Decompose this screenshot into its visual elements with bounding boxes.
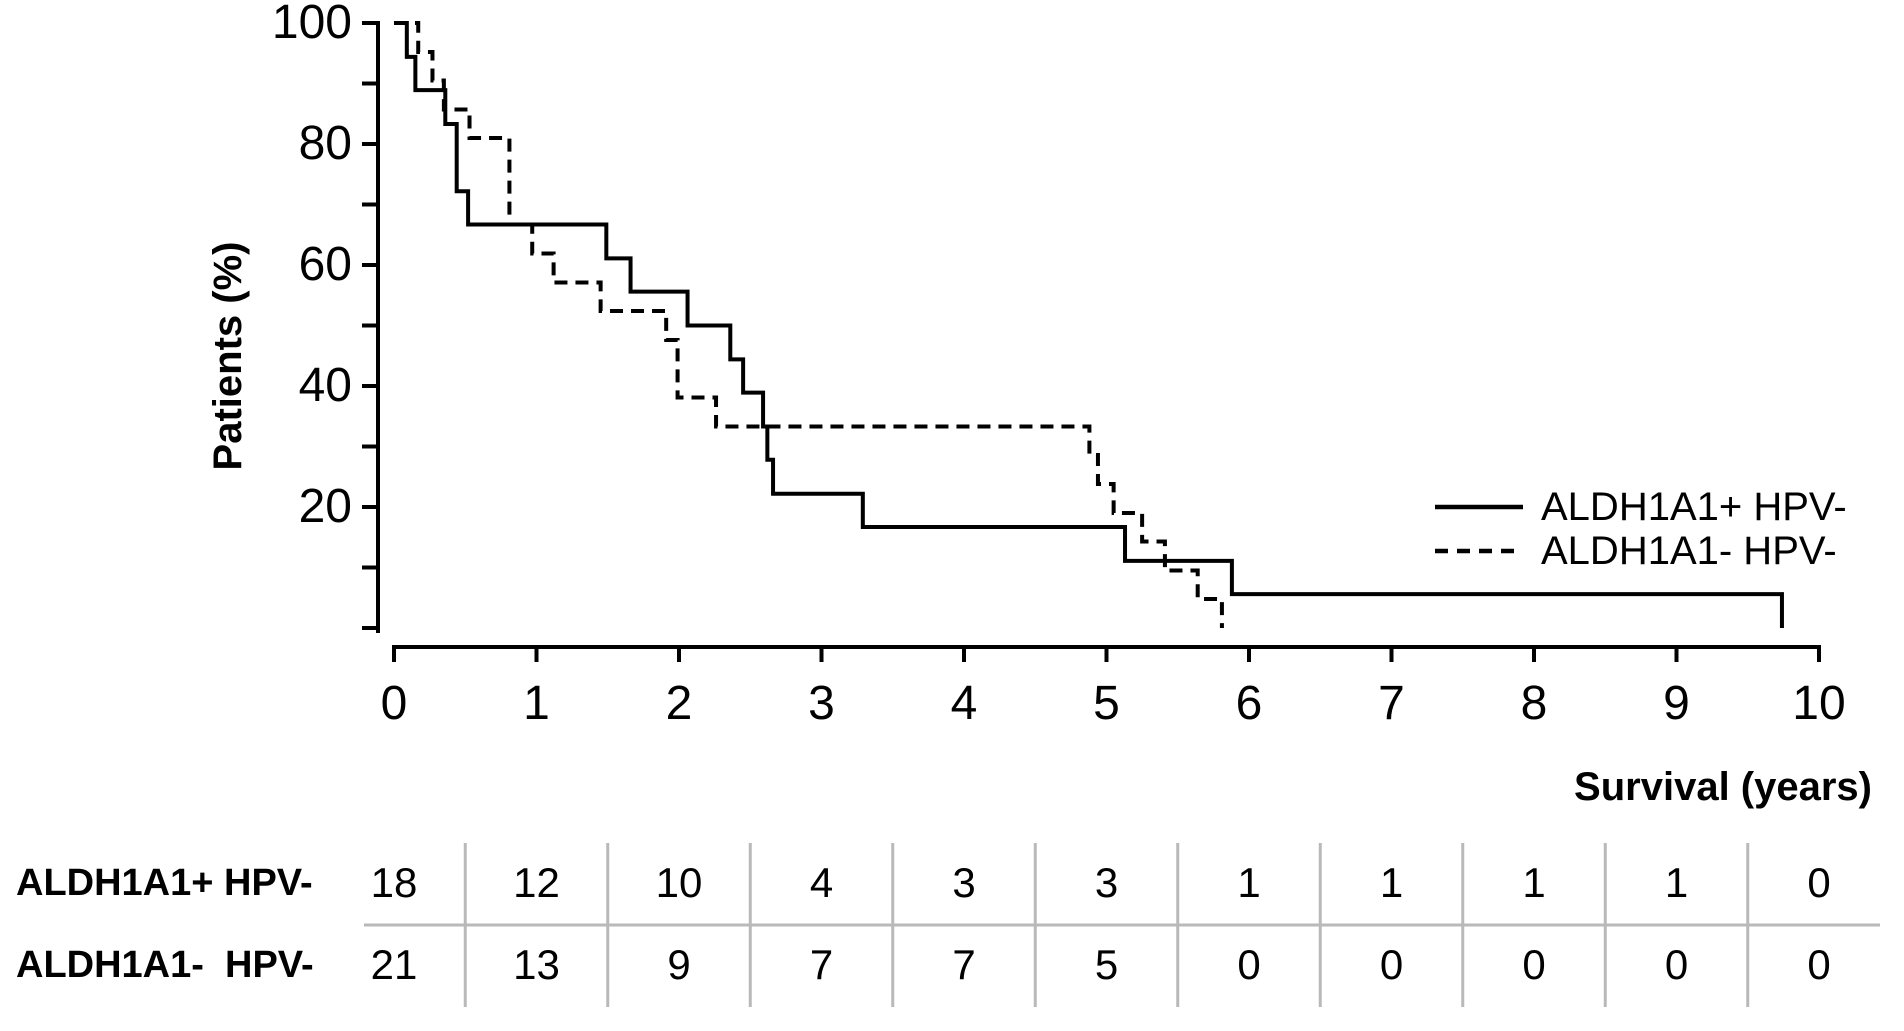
x-tick-label: 10 xyxy=(1792,677,1846,730)
risk-table-value: 7 xyxy=(809,941,834,988)
risk-table-value: 10 xyxy=(655,859,703,906)
risk-table-value: 0 xyxy=(1522,941,1546,988)
y-tick-label: 80 xyxy=(298,117,352,170)
survival-curve-aldh1a1-neg xyxy=(394,21,1224,628)
x-tick-label: 5 xyxy=(1093,677,1120,730)
dashed-line-key-icon xyxy=(1435,548,1523,554)
risk-table-value: 1 xyxy=(1379,859,1404,906)
legend-label-aldh1a1-pos: ALDH1A1+ HPV- xyxy=(1541,485,1847,529)
x-tick-label: 6 xyxy=(1235,677,1263,730)
survival-curve-aldh1a1-pos xyxy=(394,21,1784,628)
risk-table-value: 0 xyxy=(1807,859,1831,906)
risk-table-value: 12 xyxy=(513,859,560,906)
risk-table-value: 0 xyxy=(1237,941,1261,988)
y-tick-label: 100 xyxy=(271,0,352,49)
risk-table-value: 1 xyxy=(1664,859,1689,906)
risk-table-value: 21 xyxy=(370,941,418,988)
x-tick-label: 3 xyxy=(808,677,835,730)
x-tick-label: 8 xyxy=(1520,677,1548,730)
risk-table-value: 18 xyxy=(370,859,418,906)
risk-table-value: 3 xyxy=(1094,859,1119,906)
risk-table-row-label-aldh1a1-neg: ALDH1A1- HPV- xyxy=(16,944,314,986)
x-tick-label: 7 xyxy=(1378,677,1405,730)
x-tick-label: 4 xyxy=(950,677,978,730)
x-tick-label: 2 xyxy=(665,677,693,730)
risk-table-value: 0 xyxy=(1664,941,1689,988)
y-tick-label: 20 xyxy=(298,480,352,533)
risk-table-value: 7 xyxy=(952,941,976,988)
risk-table-value: 5 xyxy=(1094,941,1119,988)
risk-table-value: 1 xyxy=(1237,859,1261,906)
legend-label-aldh1a1-neg: ALDH1A1- HPV- xyxy=(1541,529,1837,573)
solid-line-key-icon xyxy=(1435,504,1523,510)
x-tick-label: 9 xyxy=(1663,677,1690,730)
risk-table-value: 1 xyxy=(1522,859,1546,906)
legend-entry-aldh1a1-neg: ALDH1A1- HPV- xyxy=(1435,529,1847,573)
risk-table-value: 9 xyxy=(667,941,691,988)
y-tick-label: 40 xyxy=(298,359,352,412)
y-tick-label: 60 xyxy=(298,238,352,291)
risk-table-row-label-aldh1a1-pos: ALDH1A1+ HPV- xyxy=(16,862,313,904)
legend: ALDH1A1+ HPV- ALDH1A1- HPV- xyxy=(1435,485,1847,573)
risk-table-value: 13 xyxy=(513,941,560,988)
x-tick-label: 1 xyxy=(523,677,550,730)
x-tick-label: 0 xyxy=(380,677,408,730)
risk-table-value: 3 xyxy=(952,859,976,906)
legend-entry-aldh1a1-pos: ALDH1A1+ HPV- xyxy=(1435,485,1847,529)
x-axis-title: Survival (years) xyxy=(1574,765,1872,809)
risk-table-value: 0 xyxy=(1807,941,1831,988)
risk-table-value: 4 xyxy=(809,859,834,906)
risk-table-value: 0 xyxy=(1379,941,1404,988)
